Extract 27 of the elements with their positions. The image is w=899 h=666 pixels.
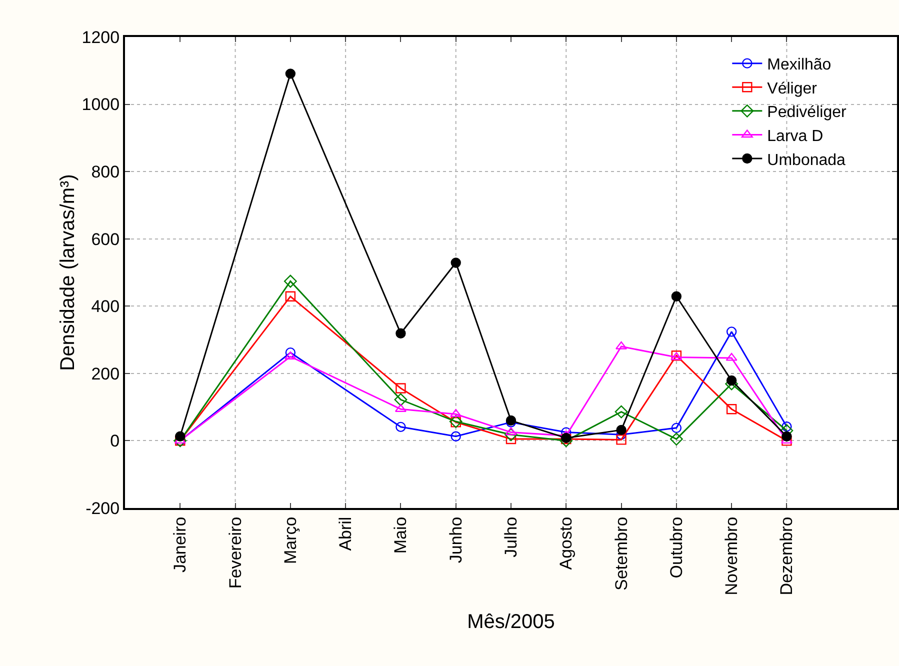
legend-label: Larva D	[767, 128, 824, 145]
x-tick-label: Março	[280, 516, 300, 564]
x-tick-label: Outubro	[666, 516, 686, 578]
y-tick-label: 400	[91, 297, 120, 316]
y-axis-title: Densidade (larvas/m³)	[57, 174, 79, 371]
x-tick-label: Dezembro	[777, 516, 796, 596]
y-tick-label: 600	[91, 230, 120, 249]
x-tick-label: Novembro	[722, 516, 742, 596]
legend-label: Véliger	[767, 80, 818, 98]
x-tick-label: Agosto	[556, 516, 576, 570]
y-tick-label: 0	[110, 432, 120, 451]
legend-label: Umbonada	[767, 152, 846, 169]
x-axis-title: Mês/2005	[467, 611, 555, 634]
y-tick-label: 1200	[82, 28, 120, 47]
x-tick-label: Setembro	[612, 516, 631, 591]
y-tick-label: 200	[91, 364, 120, 384]
y-tick-label: 1000	[82, 95, 120, 114]
x-tick-label: Julho	[502, 516, 521, 558]
y-tick-label: -200	[86, 498, 120, 518]
y-tick-label: 800	[91, 162, 120, 182]
x-tick-label: Maio	[391, 516, 410, 554]
x-tick-label: Fevereiro	[226, 516, 245, 589]
x-tick-label: Janeiro	[170, 516, 190, 573]
x-tick-label: Junho	[446, 516, 466, 564]
legend-label: Pedivéliger	[767, 104, 847, 122]
x-tick-label: Abril	[336, 516, 356, 551]
legend-label: Mexilhão	[767, 56, 832, 74]
